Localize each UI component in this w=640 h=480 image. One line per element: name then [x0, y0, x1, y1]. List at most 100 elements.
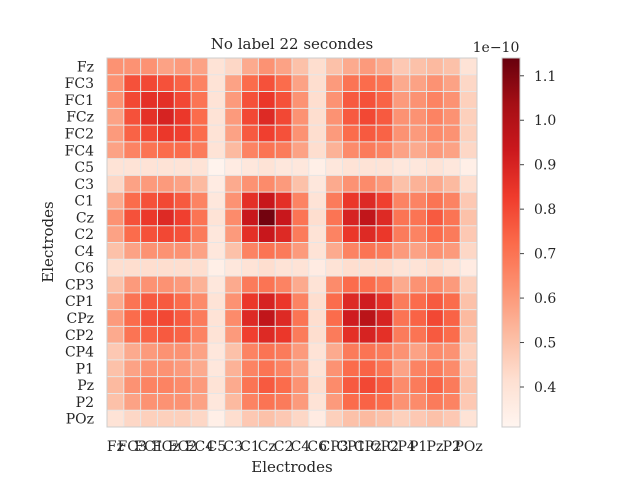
y-tick-label: CPz — [66, 311, 94, 327]
heatmap-cell — [325, 410, 343, 428]
heatmap-cell — [140, 359, 158, 378]
heatmap-cell — [325, 309, 343, 327]
heatmap-cell — [107, 141, 125, 160]
heatmap-cell — [174, 410, 192, 428]
heatmap-cell — [157, 326, 175, 344]
heatmap-cell — [207, 276, 226, 294]
heatmap-cell — [342, 259, 360, 277]
heatmap-cell — [191, 208, 209, 227]
heatmap-cell — [191, 125, 209, 143]
heatmap-cell — [241, 376, 259, 394]
heatmap-cell — [426, 91, 444, 109]
heatmap-cell — [325, 175, 343, 193]
heatmap-cell — [107, 292, 125, 310]
x-tick-label: CP4 — [387, 439, 416, 455]
heatmap-cell — [460, 376, 478, 394]
heatmap-cell — [292, 242, 310, 260]
heatmap-cell — [224, 343, 242, 361]
y-tick-label: C6 — [74, 261, 94, 277]
heatmap-cell — [107, 359, 125, 378]
heatmap-cell — [359, 343, 377, 361]
heatmap-cell — [359, 309, 377, 327]
heatmap-cell — [392, 125, 411, 143]
heatmap-cell — [409, 208, 427, 227]
heatmap-cell — [342, 410, 360, 428]
heatmap-cell — [258, 225, 276, 243]
heatmap-cell — [342, 343, 360, 361]
heatmap-cell — [191, 326, 209, 344]
heatmap-cell — [308, 309, 327, 327]
heatmap-cell — [392, 175, 411, 193]
heatmap-cell — [443, 225, 461, 243]
heatmap-cell — [325, 276, 343, 294]
heatmap-cell — [123, 108, 142, 126]
heatmap-cell — [107, 91, 125, 109]
heatmap-cell — [376, 276, 394, 294]
heatmap-cell — [426, 359, 444, 378]
heatmap-cell — [376, 175, 394, 193]
heatmap-cell — [258, 393, 276, 411]
heatmap-cell — [157, 242, 175, 260]
heatmap-cell — [157, 276, 175, 294]
heatmap-cell — [107, 343, 125, 361]
heatmap-cell — [258, 141, 276, 160]
heatmap-cell — [174, 393, 192, 411]
heatmap-cell — [376, 158, 394, 176]
heatmap-cell — [191, 141, 209, 160]
heatmap-cell — [426, 192, 444, 210]
heatmap-cell — [392, 74, 411, 92]
heatmap-cell — [207, 175, 226, 193]
heatmap-cell — [140, 259, 158, 277]
heatmap-cell — [123, 276, 142, 294]
y-tick-label: FC3 — [65, 76, 94, 92]
heatmap-cell — [426, 410, 444, 428]
heatmap-cell — [241, 108, 259, 126]
heatmap-cell — [224, 410, 242, 428]
heatmap-cell — [359, 175, 377, 193]
heatmap-cell — [275, 74, 293, 92]
heatmap-cell — [123, 343, 142, 361]
heatmap-cell — [241, 359, 259, 378]
heatmap-cell — [241, 175, 259, 193]
heatmap-cell — [426, 125, 444, 143]
heatmap-cell — [258, 343, 276, 361]
x-tick-label: FC4 — [185, 439, 214, 455]
x-tick-label: C6 — [307, 439, 327, 455]
heatmap-cell — [376, 125, 394, 143]
colorbar-tick-label: 1.1 — [534, 69, 556, 85]
heatmap-cell — [292, 393, 310, 411]
heatmap-cell — [392, 276, 411, 294]
heatmap-cell — [292, 208, 310, 227]
y-tick-label: Pz — [77, 378, 94, 394]
heatmap-cell — [460, 343, 478, 361]
heatmap-cell — [207, 74, 226, 92]
heatmap-cell — [376, 225, 394, 243]
heatmap-cell — [174, 376, 192, 394]
heatmap-cell — [157, 108, 175, 126]
heatmap-cell — [308, 242, 327, 260]
heatmap-cell — [174, 242, 192, 260]
heatmap-cell — [157, 309, 175, 327]
heatmap-cell — [241, 91, 259, 109]
x-tick-labels: FzFC3FC1FCzFC2FC4C5C3C1CzC2C4C6CP3CP1CPz… — [107, 439, 483, 455]
heatmap-cell — [460, 125, 478, 143]
heatmap-cell — [292, 292, 310, 310]
heatmap-cell — [359, 292, 377, 310]
heatmap-cell — [409, 376, 427, 394]
heatmap-cell — [174, 192, 192, 210]
heatmap-cell — [426, 74, 444, 92]
heatmap-cell — [325, 125, 343, 143]
heatmap-cell — [224, 292, 242, 310]
heatmap-cell — [191, 175, 209, 193]
heatmap-cell — [224, 74, 242, 92]
heatmap-cell — [308, 58, 327, 76]
heatmap-cell — [258, 242, 276, 260]
heatmap-cell — [157, 141, 175, 160]
heatmap-cell — [241, 208, 259, 227]
heatmap-cell — [275, 208, 293, 227]
x-axis-label: Electrodes — [251, 458, 332, 476]
heatmap-cell — [258, 74, 276, 92]
y-tick-label: CP2 — [65, 328, 94, 344]
heatmap-cell — [325, 359, 343, 378]
heatmap-cell — [443, 192, 461, 210]
